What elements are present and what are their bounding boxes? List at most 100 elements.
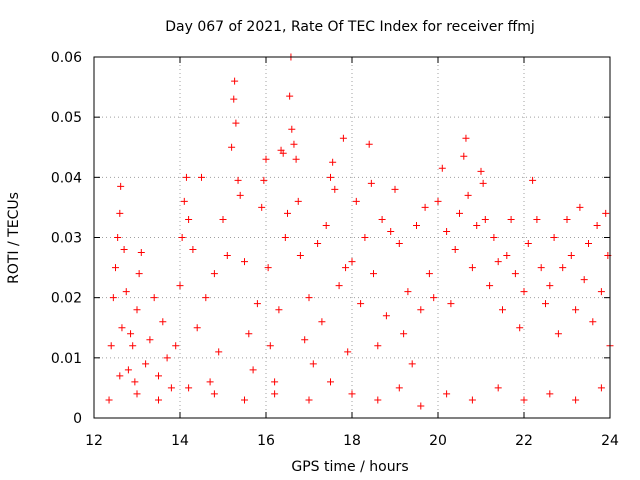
roti-data-point bbox=[434, 197, 442, 205]
roti-data-point bbox=[456, 209, 463, 217]
roti-data-point bbox=[572, 306, 580, 314]
roti-data-point bbox=[215, 348, 223, 356]
roti-data-point bbox=[223, 252, 231, 260]
roti-data-point bbox=[567, 252, 575, 260]
roti-data-point bbox=[107, 342, 115, 350]
roti-data-point bbox=[499, 306, 506, 314]
roti-data-point bbox=[281, 234, 289, 241]
roti-data-point bbox=[232, 119, 240, 127]
roti-data-point bbox=[572, 396, 580, 404]
y-tick-label: 0 bbox=[73, 411, 82, 427]
roti-data-point bbox=[167, 384, 175, 392]
roti-data-point bbox=[249, 366, 257, 374]
roti-data-point bbox=[348, 390, 356, 398]
roti-data-point bbox=[288, 125, 296, 133]
roti-data-point bbox=[597, 288, 605, 296]
roti-data-point bbox=[374, 342, 382, 350]
roti-data-point bbox=[182, 173, 190, 181]
roti-data-point bbox=[339, 134, 347, 142]
roti-data-point bbox=[114, 234, 122, 241]
roti-data-point bbox=[533, 215, 541, 223]
roti-data-point bbox=[494, 384, 502, 392]
roti-data-point bbox=[294, 197, 302, 205]
roti-data-point bbox=[589, 318, 597, 326]
roti-data-point bbox=[529, 176, 537, 184]
roti-data-point bbox=[230, 95, 238, 103]
roti-data-point bbox=[185, 215, 193, 223]
x-tick-label: 16 bbox=[257, 433, 275, 449]
roti-data-point bbox=[494, 258, 502, 266]
roti-data-point bbox=[593, 221, 601, 229]
roti-data-point bbox=[142, 360, 150, 368]
roti-data-point bbox=[241, 396, 248, 404]
roti-data-point bbox=[124, 366, 132, 374]
roti-data-point bbox=[329, 158, 337, 166]
roti-data-point bbox=[327, 173, 334, 181]
roti-data-point bbox=[318, 318, 326, 326]
roti-data-point bbox=[301, 336, 309, 344]
axes-layer: 12 14 16 18 20 22 24 0 0.01 0.02 0.03 0.04 0.05 0.06 bbox=[51, 50, 619, 449]
roti-data-point bbox=[284, 209, 291, 217]
roti-data-point bbox=[524, 240, 532, 248]
roti-data-point bbox=[365, 140, 373, 148]
roti-data-point bbox=[253, 300, 261, 308]
roti-data-point bbox=[490, 234, 498, 241]
roti-data-point bbox=[374, 396, 382, 404]
x-tick-label: 24 bbox=[601, 433, 619, 449]
roti-data-point bbox=[210, 270, 218, 278]
roti-data-point bbox=[443, 227, 451, 235]
y-tick-label: 0.04 bbox=[51, 170, 82, 186]
roti-data-point bbox=[137, 249, 145, 257]
roti-data-point bbox=[546, 390, 554, 398]
x-tick-label: 22 bbox=[515, 433, 533, 449]
roti-data-point bbox=[155, 396, 162, 404]
roti-data-point bbox=[430, 294, 438, 302]
y-tick-label: 0.01 bbox=[51, 351, 82, 367]
roti-data-point bbox=[258, 203, 266, 211]
roti-data-point bbox=[176, 282, 184, 290]
roti-data-point bbox=[245, 330, 253, 338]
roti-data-point bbox=[391, 185, 399, 193]
roti-data-point bbox=[133, 306, 141, 314]
roti-data-point bbox=[260, 176, 268, 184]
roti-data-point bbox=[479, 179, 487, 187]
roti-data-point bbox=[135, 270, 143, 278]
roti-data-point bbox=[335, 282, 343, 290]
roti-data-point bbox=[275, 306, 283, 314]
roti-data-point bbox=[116, 372, 124, 380]
roti-data-point bbox=[314, 240, 322, 248]
roti-data-point bbox=[198, 173, 205, 181]
roti-data-point bbox=[408, 360, 416, 368]
roti-data-point bbox=[172, 342, 180, 350]
roti-data-point bbox=[357, 300, 365, 308]
y-tick-label: 0.05 bbox=[51, 110, 82, 126]
roti-data-point bbox=[117, 182, 125, 190]
roti-data-point bbox=[129, 342, 137, 350]
roti-data-point bbox=[290, 140, 298, 148]
roti-data-point bbox=[279, 149, 287, 157]
roti-data-point bbox=[185, 384, 193, 392]
roti-data-point bbox=[342, 264, 350, 272]
roti-data-point bbox=[395, 240, 403, 248]
roti-data-point bbox=[305, 396, 313, 404]
roti-data-point bbox=[241, 258, 248, 266]
roti-data-point bbox=[271, 378, 279, 386]
roti-data-point bbox=[462, 134, 470, 142]
roti-data-point bbox=[127, 330, 135, 338]
roti-data-point bbox=[464, 191, 472, 199]
roti-data-point bbox=[447, 300, 455, 308]
roti-data-point bbox=[202, 294, 210, 302]
x-tick-label: 20 bbox=[429, 433, 447, 449]
y-tick-label: 0.03 bbox=[51, 231, 82, 247]
roti-data-point bbox=[348, 258, 356, 266]
roti-data-point bbox=[109, 294, 117, 302]
roti-data-point bbox=[234, 176, 242, 184]
y-tick-label: 0.06 bbox=[51, 50, 82, 66]
roti-data-point bbox=[105, 396, 113, 404]
roti-data-point bbox=[236, 191, 244, 199]
roti-data-point bbox=[292, 155, 300, 163]
x-tick-label: 14 bbox=[171, 433, 189, 449]
roti-data-point bbox=[585, 240, 592, 248]
roti-data-point bbox=[387, 227, 395, 235]
grid-layer bbox=[94, 57, 610, 418]
